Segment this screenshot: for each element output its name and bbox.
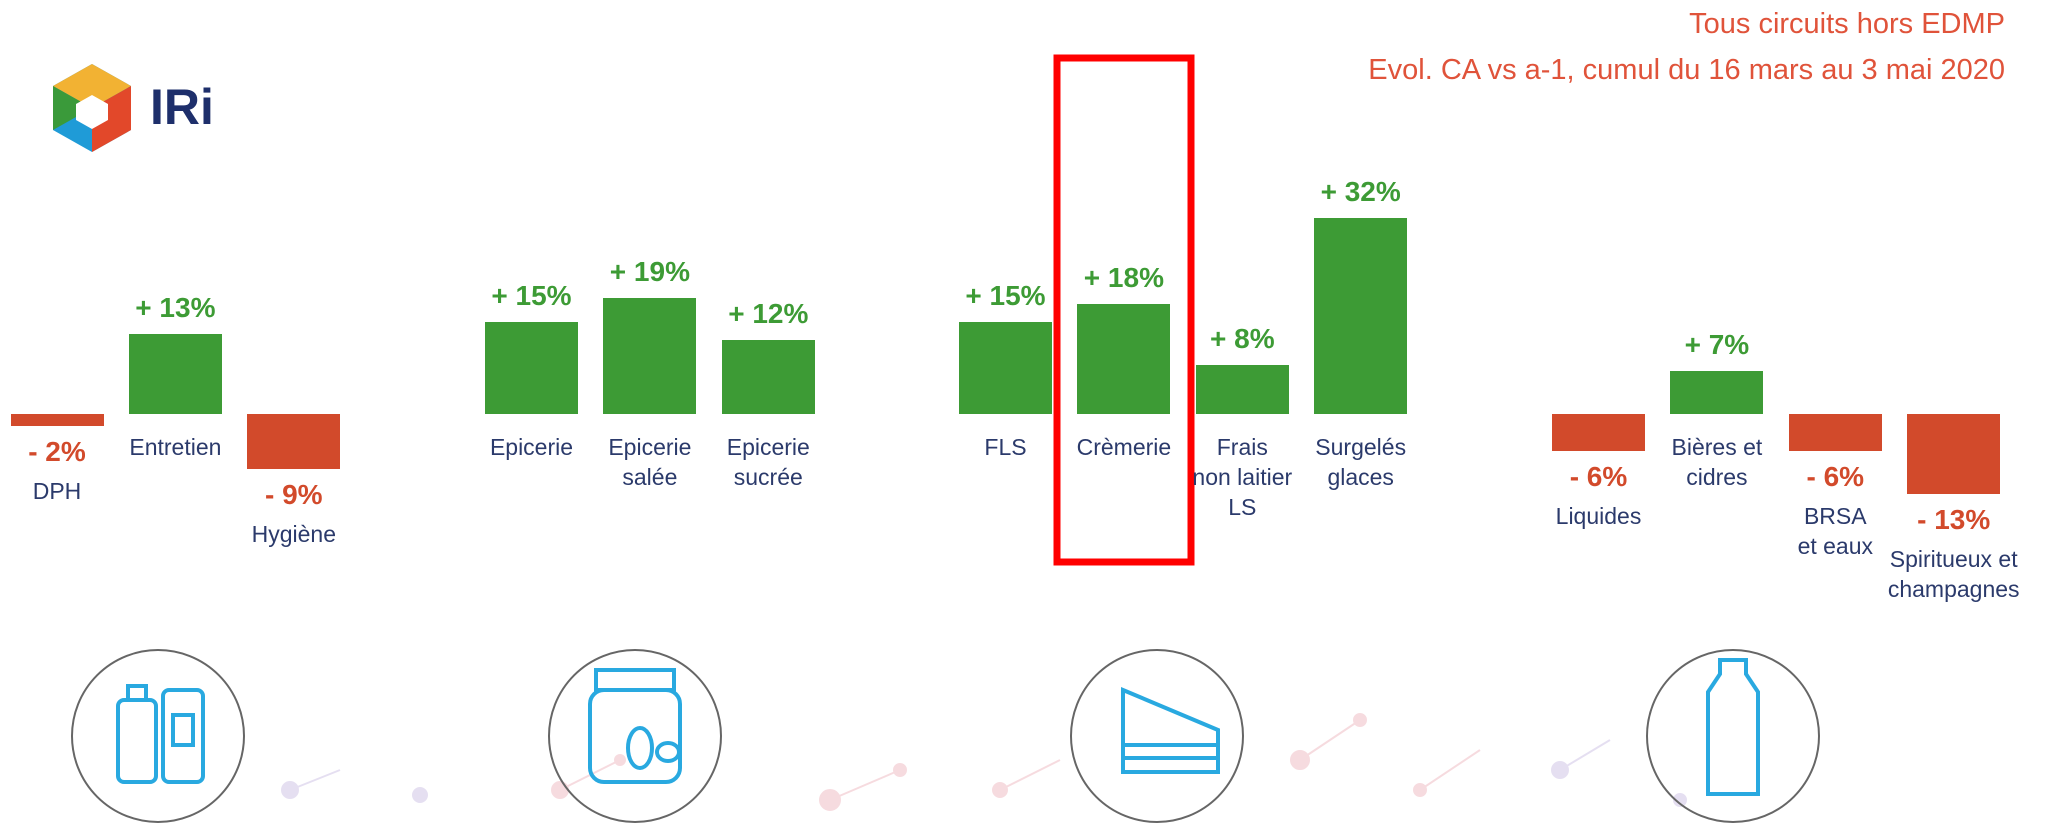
bar xyxy=(1788,414,1882,451)
value-label: + 13% xyxy=(135,292,216,324)
bar xyxy=(1670,371,1764,414)
chart-subtitle: Evol. CA vs a-1, cumul du 16 mars au 3 m… xyxy=(1368,54,2005,86)
chart-title: Tous circuits hors EDMP xyxy=(1689,8,2005,40)
bar xyxy=(1195,364,1289,414)
bar xyxy=(1077,303,1171,414)
category-label: Surgelés glaces xyxy=(1315,434,1407,490)
network-background xyxy=(281,713,1687,811)
category-label: Crèmerie xyxy=(1076,434,1172,460)
value-label: - 9% xyxy=(265,479,323,511)
value-label: + 12% xyxy=(728,298,809,330)
value-label: + 19% xyxy=(609,255,690,287)
category-label: Epicerie sucrée xyxy=(726,434,810,490)
logo-text: IRi xyxy=(150,79,214,135)
value-label: + 7% xyxy=(1684,329,1750,361)
value-label: + 8% xyxy=(1209,322,1275,354)
bar xyxy=(1314,217,1408,414)
bar xyxy=(247,414,341,470)
icon-drawings xyxy=(116,658,1760,796)
category-label: Liquides xyxy=(1555,502,1642,529)
value-label: + 32% xyxy=(1320,175,1401,207)
bar xyxy=(1907,414,2001,494)
category-label: Entretien xyxy=(129,434,222,460)
highlight-box xyxy=(1053,54,1195,566)
value-label: + 15% xyxy=(491,280,572,312)
category-label: Frais non laitier LS xyxy=(1192,434,1293,520)
value-label: - 6% xyxy=(1569,460,1628,492)
category-label: Bières et cidres xyxy=(1671,434,1763,490)
bar xyxy=(959,322,1052,414)
bar xyxy=(603,297,697,414)
category-icons xyxy=(71,649,1820,823)
bar xyxy=(721,340,815,414)
category-label: FLS xyxy=(984,434,1027,460)
category-label: BRSA et eaux xyxy=(1797,502,1874,559)
category-label: DPH xyxy=(32,478,82,505)
bar xyxy=(10,414,104,427)
value-label: + 15% xyxy=(965,280,1046,312)
bar xyxy=(128,334,222,414)
category-label: Spiritueux et champagnes xyxy=(1887,545,2020,602)
value-label: - 2% xyxy=(28,436,86,468)
bar xyxy=(1552,414,1645,451)
category-label: Hygiène xyxy=(251,521,336,548)
category-label: Epicerie xyxy=(489,434,574,460)
category-label: Epicerie salée xyxy=(608,434,692,490)
value-label: - 13% xyxy=(1917,503,1991,535)
value-label: + 18% xyxy=(1083,261,1164,293)
value-label: - 6% xyxy=(1806,460,1865,492)
bar xyxy=(485,322,578,414)
logo-icon xyxy=(53,64,131,152)
